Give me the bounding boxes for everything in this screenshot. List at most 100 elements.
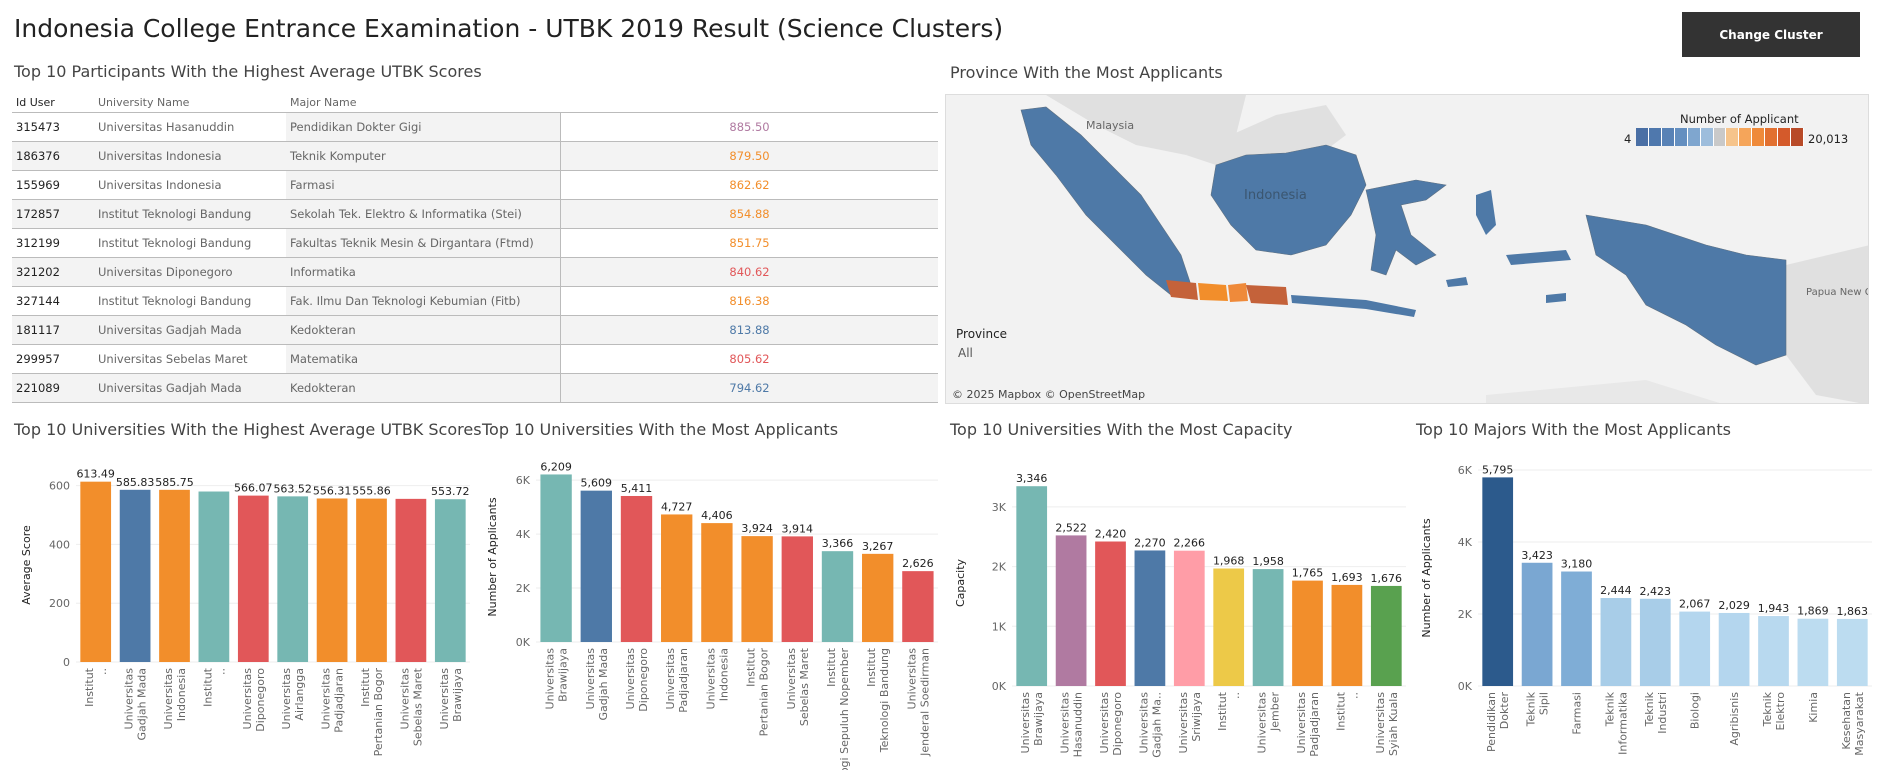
change-cluster-button[interactable]: Change Cluster	[1682, 12, 1860, 57]
table-row[interactable]: 327144 Institut Teknologi Bandung Fak. Ilm…	[12, 287, 938, 316]
cell-university: Universitas Indonesia	[98, 149, 222, 163]
cell-major: Matematika	[286, 345, 560, 373]
x-tick-label: Universitas Sebelas Maret	[398, 667, 424, 746]
x-tick-line: Universitas	[1374, 692, 1387, 754]
bar[interactable]	[1292, 580, 1323, 686]
bar[interactable]	[1561, 571, 1592, 686]
bar[interactable]	[1134, 550, 1166, 686]
chart-uni-applicants-title: Top 10 Universities With the Most Applic…	[482, 420, 839, 439]
x-tick-line: Sipil	[1538, 692, 1551, 715]
bar[interactable]	[1213, 568, 1245, 686]
x-tick-line: Dokter	[1498, 692, 1511, 730]
x-tick-line: Universitas	[162, 668, 175, 730]
data-label: 585.83	[116, 476, 155, 489]
bar[interactable]	[1173, 550, 1205, 686]
x-tick-label: Universitas Padjadjaran	[664, 648, 690, 713]
x-tick-label: Teknik Elektro	[1761, 691, 1787, 730]
table-row[interactable]: 221089 Universitas Gadjah Mada Kedokteran 7…	[12, 374, 938, 403]
bar[interactable]	[1521, 562, 1553, 686]
table-body: 315473 Universitas Hasanuddin Pendidikan D…	[12, 113, 938, 403]
table-header: Id User University Name Major Name	[12, 96, 938, 113]
x-tick-line: Brawijaya	[1032, 692, 1045, 746]
bar[interactable]	[1836, 618, 1868, 686]
data-label: 3,914	[782, 522, 814, 535]
table-row[interactable]: 299957 Universitas Sebelas Maret Matematik…	[12, 345, 938, 374]
bar[interactable]	[580, 490, 612, 642]
bar[interactable]	[434, 499, 466, 662]
legend-title: Number of Applicant	[1680, 112, 1799, 126]
bar[interactable]	[80, 481, 112, 662]
chart-capacity-title: Top 10 Universities With the Most Capaci…	[950, 420, 1293, 439]
bar[interactable]	[1016, 486, 1048, 686]
table-row[interactable]: 181117 Universitas Gadjah Mada Kedokteran 8…	[12, 316, 938, 345]
bar[interactable]	[1482, 477, 1514, 686]
data-label: 3,366	[822, 537, 854, 550]
bar[interactable]	[1331, 584, 1363, 686]
x-tick-line: ..	[214, 668, 227, 675]
bar[interactable]	[701, 523, 733, 642]
x-tick-line: Universitas	[123, 668, 136, 730]
bar[interactable]	[1718, 612, 1750, 686]
x-tick-line: Institut	[359, 667, 372, 707]
cell-university: Universitas Hasanuddin	[98, 120, 235, 134]
x-tick-label: Kimia	[1807, 692, 1820, 723]
data-label: 3,924	[741, 522, 773, 535]
legend-swatch	[1713, 128, 1727, 146]
cell-university: Institut Teknologi Bandung	[98, 236, 252, 250]
bar[interactable]	[1679, 611, 1711, 686]
bar[interactable]	[620, 495, 653, 642]
bar[interactable]	[862, 553, 894, 642]
bar[interactable]	[1797, 618, 1829, 686]
bar[interactable]	[540, 474, 572, 642]
data-label: 2,423	[1640, 585, 1672, 598]
y-tick-label: 200	[49, 597, 70, 610]
bar[interactable]	[1639, 598, 1671, 686]
legend-swatch	[1726, 128, 1740, 146]
bar[interactable]	[237, 495, 269, 662]
cell-score: 840.62	[560, 258, 938, 286]
table-row[interactable]: 315473 Universitas Hasanuddin Pendidikan D…	[12, 113, 938, 142]
x-tick-line: Universitas	[704, 648, 717, 710]
table-row[interactable]: 172857 Institut Teknologi Bandung Sekolah …	[12, 200, 938, 229]
bar[interactable]	[356, 498, 387, 662]
bar[interactable]	[198, 491, 230, 662]
bar[interactable]	[821, 551, 854, 642]
table-row[interactable]: 155969 Universitas Indonesia Farmasi 862.62	[12, 171, 938, 200]
x-tick-line: Universitas	[785, 648, 798, 710]
table-row[interactable]: 312199 Institut Teknologi Bandung Fakultas…	[12, 229, 938, 258]
legend-swatch	[1778, 128, 1792, 146]
bar[interactable]	[1758, 616, 1789, 686]
legend-swatch	[1791, 128, 1804, 146]
y-tick-label: 6K	[1458, 464, 1473, 477]
bar[interactable]	[1252, 569, 1284, 686]
province-filter-value[interactable]: All	[958, 346, 973, 360]
x-tick-label: Universitas Indonesia	[162, 668, 188, 730]
cell-id: 221089	[16, 381, 60, 395]
y-axis-label: Capacity	[954, 558, 967, 607]
bar[interactable]	[781, 536, 813, 642]
bar[interactable]	[159, 489, 190, 662]
bar[interactable]	[119, 489, 151, 662]
bar[interactable]	[1370, 585, 1402, 686]
bar[interactable]	[277, 496, 309, 662]
bar[interactable]	[741, 536, 773, 642]
bar[interactable]	[316, 498, 348, 662]
table-row[interactable]: 186376 Universitas Indonesia Teknik Komput…	[12, 142, 938, 171]
data-label: 3,180	[1561, 558, 1593, 571]
data-label: 2,270	[1134, 536, 1166, 549]
bar[interactable]	[661, 514, 693, 642]
map-credit: © 2025 Mapbox © OpenStreetMap	[952, 388, 1146, 401]
legend-min-label: 4	[1624, 132, 1632, 146]
legend-swatch	[1648, 128, 1662, 146]
bar[interactable]	[1600, 598, 1632, 686]
bar[interactable]	[395, 498, 427, 662]
bar[interactable]	[1095, 541, 1126, 686]
x-tick-line: Universitas	[1256, 692, 1269, 754]
table-row[interactable]: 321202 Universitas Diponegoro Informatika 8…	[12, 258, 938, 287]
y-axis-label: Average Score	[20, 525, 33, 605]
malaysia-label: Malaysia	[1086, 119, 1134, 132]
data-label: 5,411	[621, 482, 653, 495]
bar[interactable]	[902, 571, 934, 642]
bar[interactable]	[1055, 535, 1087, 686]
y-tick-label: 400	[49, 538, 70, 551]
